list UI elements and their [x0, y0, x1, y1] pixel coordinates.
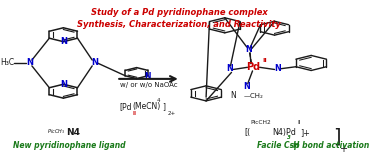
Text: N4)Pd: N4)Pd — [272, 128, 296, 137]
Text: -H bond activation: -H bond activation — [290, 141, 369, 150]
Text: II: II — [132, 111, 136, 116]
Text: +: + — [339, 144, 347, 154]
Text: N: N — [243, 82, 250, 91]
Text: [Pd: [Pd — [119, 102, 132, 111]
Text: (MeCN): (MeCN) — [133, 102, 161, 111]
Text: H₃C: H₃C — [0, 58, 14, 67]
Text: Synthesis, Characterization, and Reactivity: Synthesis, Characterization, and Reactiv… — [77, 20, 281, 29]
Text: $^{PicCH_3}$: $^{PicCH_3}$ — [47, 128, 65, 135]
Text: w/ or w/o NaOAc: w/ or w/o NaOAc — [120, 82, 177, 88]
Text: —CH₂: —CH₂ — [243, 93, 263, 99]
Text: Study of a Pd pyridinophane complex: Study of a Pd pyridinophane complex — [91, 8, 267, 17]
Text: ]+: ]+ — [300, 128, 310, 137]
Text: N: N — [144, 72, 151, 81]
Text: II: II — [297, 120, 301, 125]
Text: New pyridinophane ligand: New pyridinophane ligand — [12, 141, 125, 150]
Text: 4: 4 — [157, 98, 160, 103]
Text: N: N — [26, 58, 33, 67]
Text: N: N — [230, 91, 236, 100]
Text: ]: ] — [333, 127, 340, 146]
Text: N: N — [91, 58, 98, 67]
Text: ]: ] — [163, 102, 166, 111]
Text: N4: N4 — [66, 128, 80, 137]
Text: N: N — [226, 64, 233, 73]
Text: II: II — [262, 58, 267, 63]
Text: N: N — [274, 64, 280, 73]
Text: N: N — [245, 45, 252, 54]
Text: N: N — [60, 80, 67, 89]
Text: PicCH2: PicCH2 — [251, 120, 271, 125]
Text: 2+: 2+ — [168, 111, 177, 116]
Text: 3: 3 — [287, 135, 291, 140]
Text: N: N — [60, 37, 67, 46]
Text: Pd: Pd — [246, 62, 260, 72]
Text: [(: [( — [244, 128, 250, 137]
Text: Facile Csp: Facile Csp — [257, 141, 299, 150]
